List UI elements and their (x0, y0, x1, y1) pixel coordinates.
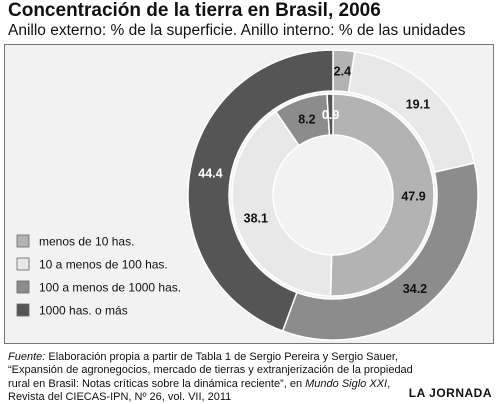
inner-ring-label-2: 38.1 (244, 211, 268, 225)
legend-label-4: 1000 has. o más (39, 304, 128, 318)
outer-ring-label-4: 44.4 (198, 167, 222, 181)
legend-swatch-2 (16, 257, 30, 271)
chart-title: Concentración de la tierra en Brasil, 20… (8, 0, 381, 21)
chart-frame: 2.4 19.1 34.2 44.4 47.9 38.1 8.2 0.9 menos de 10… (4, 44, 494, 344)
inner-ring-label-3: 8.2 (298, 112, 315, 126)
outer-ring-slice-4 (187, 49, 334, 332)
source-note: Fuente: Elaboración propia a partir de T… (8, 351, 418, 404)
inner-ring-slice-1 (329, 93, 435, 297)
source-journal: Mundo Siglo XXI (305, 377, 388, 390)
legend-label-3: 100 a menos de 1000 has. (39, 281, 181, 295)
legend-swatch-3 (16, 280, 30, 294)
outer-ring-label-2: 19.1 (406, 97, 430, 111)
source-label: Fuente: (8, 351, 46, 363)
source-text-end: , Revista del CIECAS-IPN, Nº 26, vol. VI… (8, 377, 391, 403)
legend-swatch-1 (16, 234, 30, 248)
legend-label-2: 10 a menos de 100 has. (39, 258, 168, 272)
chart-subtitle: Anillo externo: % de la superficie. Anil… (8, 22, 466, 39)
donut-chart: 2.4 19.1 34.2 44.4 47.9 38.1 8.2 0.9 menos de 10… (16, 49, 479, 341)
brand-logo: LA JORNADA (408, 386, 492, 400)
inner-ring-slice-4 (326, 93, 334, 136)
legend-swatch-4 (16, 303, 30, 317)
inner-ring-label-1: 47.9 (401, 189, 425, 203)
outer-ring-label-1: 2.4 (334, 64, 351, 78)
source-text: Elaboración propia a partir de Tabla 1 d… (8, 351, 413, 390)
legend-label-1: menos de 10 has. (39, 235, 134, 249)
inner-ring-label-4: 0.9 (322, 108, 339, 122)
outer-ring-label-3: 34.2 (403, 282, 427, 296)
outer-ring-slice-3 (281, 162, 479, 341)
inner-ring-slice-2 (231, 110, 333, 297)
